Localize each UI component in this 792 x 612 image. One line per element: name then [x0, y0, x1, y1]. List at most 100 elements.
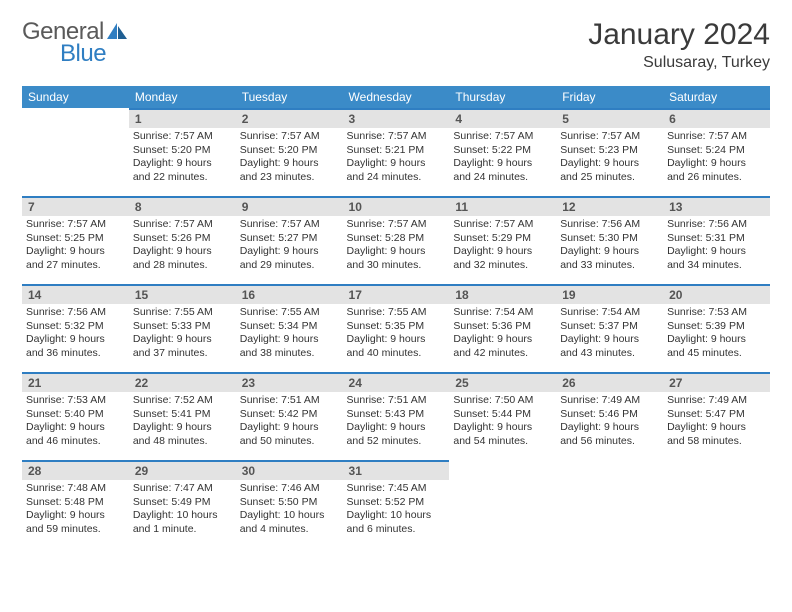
daylight-text: Daylight: 9 hours [133, 421, 232, 435]
daylight-text: Daylight: 9 hours [560, 333, 659, 347]
day-number: 1 [129, 108, 236, 128]
weekday-header: Saturday [663, 86, 770, 108]
day-body: Sunrise: 7:57 AMSunset: 5:26 PMDaylight:… [129, 216, 236, 279]
calendar-cell: 21Sunrise: 7:53 AMSunset: 5:40 PMDayligh… [22, 372, 129, 460]
daylight-text: Daylight: 9 hours [26, 421, 125, 435]
day-body: Sunrise: 7:55 AMSunset: 5:33 PMDaylight:… [129, 304, 236, 367]
sunset-text: Sunset: 5:34 PM [240, 320, 339, 334]
weekday-header: Tuesday [236, 86, 343, 108]
sunset-text: Sunset: 5:23 PM [560, 144, 659, 158]
day-number: 24 [343, 372, 450, 392]
daylight-text: Daylight: 9 hours [133, 157, 232, 171]
calendar-cell: 13Sunrise: 7:56 AMSunset: 5:31 PMDayligh… [663, 196, 770, 284]
day-body: Sunrise: 7:46 AMSunset: 5:50 PMDaylight:… [236, 480, 343, 543]
calendar-cell: 11 Sunrise: 7:57 AMSunset: 5:29 PMDayligh… [449, 196, 556, 284]
sunset-text: Sunset: 5:28 PM [347, 232, 446, 246]
daylight-text: Daylight: 9 hours [667, 333, 766, 347]
logo: GeneralBlue [22, 18, 128, 68]
daylight-text: Daylight: 9 hours [667, 421, 766, 435]
daylight-text: Daylight: 10 hours [240, 509, 339, 523]
weekday-header: Sunday [22, 86, 129, 108]
day-number: 15 [129, 284, 236, 304]
daylight-text: Daylight: 9 hours [453, 157, 552, 171]
day-number: 7 [22, 196, 129, 216]
weekday-header-row: Sunday Monday Tuesday Wednesday Thursday… [22, 86, 770, 108]
sunset-text: Sunset: 5:33 PM [133, 320, 232, 334]
daylight-text: and 23 minutes. [240, 171, 339, 185]
logo-text-blue: Blue [60, 40, 128, 68]
calendar-cell: 28Sunrise: 7:48 AMSunset: 5:48 PMDayligh… [22, 460, 129, 548]
calendar-cell: 16Sunrise: 7:55 AMSunset: 5:34 PMDayligh… [236, 284, 343, 372]
daylight-text: and 48 minutes. [133, 435, 232, 449]
daylight-text: and 33 minutes. [560, 259, 659, 273]
calendar-cell: 14Sunrise: 7:56 AMSunset: 5:32 PMDayligh… [22, 284, 129, 372]
daylight-text: and 38 minutes. [240, 347, 339, 361]
calendar-cell [663, 460, 770, 548]
daylight-text: and 4 minutes. [240, 523, 339, 537]
daylight-text: and 59 minutes. [26, 523, 125, 537]
daylight-text: Daylight: 9 hours [133, 333, 232, 347]
day-body: Sunrise: 7:57 AMSunset: 5:28 PMDaylight:… [343, 216, 450, 279]
day-body: Sunrise: 7:53 AMSunset: 5:40 PMDaylight:… [22, 392, 129, 455]
calendar-cell: 20Sunrise: 7:53 AMSunset: 5:39 PMDayligh… [663, 284, 770, 372]
daylight-text: Daylight: 9 hours [133, 245, 232, 259]
calendar-cell: 4Sunrise: 7:57 AMSunset: 5:22 PMDaylight… [449, 108, 556, 196]
sunrise-text: Sunrise: 7:57 AM [453, 130, 552, 144]
daylight-text: Daylight: 9 hours [347, 245, 446, 259]
calendar-cell [556, 460, 663, 548]
daylight-text: Daylight: 9 hours [240, 245, 339, 259]
sunrise-text: Sunrise: 7:54 AM [453, 306, 552, 320]
calendar-cell: 22Sunrise: 7:52 AMSunset: 5:41 PMDayligh… [129, 372, 236, 460]
daylight-text: Daylight: 9 hours [26, 245, 125, 259]
sunrise-text: Sunrise: 7:56 AM [560, 218, 659, 232]
daylight-text: and 43 minutes. [560, 347, 659, 361]
sunrise-text: Sunrise: 7:57 AM [453, 218, 552, 232]
calendar-cell: 29Sunrise: 7:47 AMSunset: 5:49 PMDayligh… [129, 460, 236, 548]
day-body: Sunrise: 7:48 AMSunset: 5:48 PMDaylight:… [22, 480, 129, 543]
sunset-text: Sunset: 5:42 PM [240, 408, 339, 422]
day-body: Sunrise: 7:54 AMSunset: 5:37 PMDaylight:… [556, 304, 663, 367]
sunset-text: Sunset: 5:46 PM [560, 408, 659, 422]
sunset-text: Sunset: 5:41 PM [133, 408, 232, 422]
sunset-text: Sunset: 5:26 PM [133, 232, 232, 246]
calendar-cell: 23Sunrise: 7:51 AMSunset: 5:42 PMDayligh… [236, 372, 343, 460]
day-number: 16 [236, 284, 343, 304]
daylight-text: and 42 minutes. [453, 347, 552, 361]
day-number: 11 [449, 196, 556, 216]
calendar-cell: 12Sunrise: 7:56 AMSunset: 5:30 PMDayligh… [556, 196, 663, 284]
daylight-text: and 52 minutes. [347, 435, 446, 449]
sunset-text: Sunset: 5:35 PM [347, 320, 446, 334]
sunset-text: Sunset: 5:40 PM [26, 408, 125, 422]
sunrise-text: Sunrise: 7:52 AM [133, 394, 232, 408]
day-number: 14 [22, 284, 129, 304]
daylight-text: and 50 minutes. [240, 435, 339, 449]
location: Sulusaray, Turkey [588, 54, 770, 72]
day-body: Sunrise: 7:57 AMSunset: 5:27 PMDaylight:… [236, 216, 343, 279]
day-number: 29 [129, 460, 236, 480]
daylight-text: and 30 minutes. [347, 259, 446, 273]
logo-sail-icon [106, 22, 128, 40]
weekday-header: Monday [129, 86, 236, 108]
day-body: Sunrise: 7:51 AMSunset: 5:42 PMDaylight:… [236, 392, 343, 455]
sunset-text: Sunset: 5:29 PM [453, 232, 552, 246]
sunset-text: Sunset: 5:22 PM [453, 144, 552, 158]
daylight-text: Daylight: 9 hours [453, 245, 552, 259]
day-number: 27 [663, 372, 770, 392]
sunset-text: Sunset: 5:30 PM [560, 232, 659, 246]
calendar-row: 1Sunrise: 7:57 AMSunset: 5:20 PMDaylight… [22, 108, 770, 196]
header: GeneralBlue January 2024 Sulusaray, Turk… [22, 18, 770, 72]
sunrise-text: Sunrise: 7:57 AM [347, 218, 446, 232]
calendar-row: 7Sunrise: 7:57 AMSunset: 5:25 PMDaylight… [22, 196, 770, 284]
daylight-text: Daylight: 9 hours [453, 333, 552, 347]
sunrise-text: Sunrise: 7:54 AM [560, 306, 659, 320]
daylight-text: and 40 minutes. [347, 347, 446, 361]
daylight-text: and 36 minutes. [26, 347, 125, 361]
sunrise-text: Sunrise: 7:55 AM [347, 306, 446, 320]
sunrise-text: Sunrise: 7:51 AM [347, 394, 446, 408]
title-block: January 2024 Sulusaray, Turkey [588, 18, 770, 72]
sunset-text: Sunset: 5:43 PM [347, 408, 446, 422]
day-body: Sunrise: 7:45 AMSunset: 5:52 PMDaylight:… [343, 480, 450, 543]
sunset-text: Sunset: 5:47 PM [667, 408, 766, 422]
day-body: Sunrise: 7:51 AMSunset: 5:43 PMDaylight:… [343, 392, 450, 455]
calendar-cell: 5Sunrise: 7:57 AMSunset: 5:23 PMDaylight… [556, 108, 663, 196]
